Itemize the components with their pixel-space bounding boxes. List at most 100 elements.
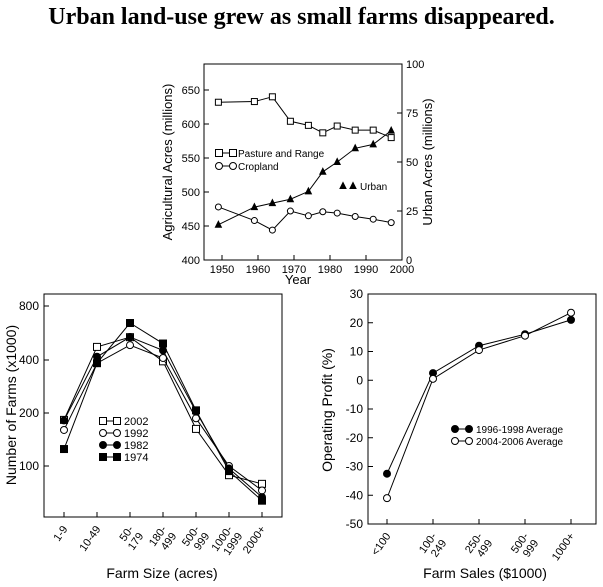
legend-label-1992: 1992 xyxy=(124,428,148,440)
data-point xyxy=(258,479,266,488)
data-point xyxy=(333,122,341,130)
data-point xyxy=(250,202,259,211)
y-tick-label: 30 xyxy=(350,287,364,301)
x-tick-label-4: 1000+ xyxy=(550,531,578,563)
data-point xyxy=(93,342,101,351)
data-point xyxy=(126,341,134,350)
data-point xyxy=(214,203,222,211)
legend-series-1-marker-b xyxy=(465,437,473,445)
x-tick-label-5: 1000-1999 xyxy=(209,524,245,558)
y-right-tick-label: 75 xyxy=(406,108,418,120)
data-point xyxy=(351,126,359,134)
x-tick-label-0-text-0: <100 xyxy=(369,531,393,558)
data-point xyxy=(567,315,575,324)
y-tick-label: 0 xyxy=(356,373,363,387)
data-point xyxy=(521,331,529,340)
data-point xyxy=(567,308,575,317)
farm-size-chart: 100 200 400 800 1-9 10-49 50-179 180-499 500-999… xyxy=(3,293,283,581)
y-right-tick-label: 0 xyxy=(406,255,412,267)
legend-label-2002: 2002 xyxy=(124,416,148,428)
y-right-axis-label: Urban Acres (millions) xyxy=(420,98,435,225)
x-tick-label-3: 180-499 xyxy=(147,524,179,553)
y-axis-label: Operating Profit (%) xyxy=(319,348,335,472)
land-use-chart: 1950 1960 1970 1980 1990 20004004505005506006… xyxy=(160,59,435,287)
data-point xyxy=(258,496,266,505)
data-point xyxy=(387,126,396,134)
x-tick-label: 1980 xyxy=(318,264,342,276)
x-tick-label: 1990 xyxy=(354,264,378,276)
x-tick-label-2: 250-499 xyxy=(463,531,495,560)
legend-1982-marker-a xyxy=(99,441,107,449)
x-tick-label-4: 500-999 xyxy=(180,524,212,553)
y-tick-label: -30 xyxy=(346,460,364,474)
x-axis-label: Farm Size (acres) xyxy=(106,565,217,581)
series-line-0 xyxy=(218,96,392,139)
data-point xyxy=(60,425,68,434)
x-tick-label-2: 50-179 xyxy=(118,524,147,553)
data-point xyxy=(60,445,68,454)
legend-cropland-marker-a xyxy=(215,162,223,170)
data-point xyxy=(475,346,483,355)
data-point xyxy=(304,186,313,195)
figure-headline: Urban land-use grew as small farms disap… xyxy=(48,4,555,30)
data-point xyxy=(250,98,258,106)
data-point xyxy=(387,134,395,142)
legend-2002-marker-a xyxy=(99,417,107,425)
x-tick-label-0: 1-9 xyxy=(52,524,71,544)
data-point xyxy=(304,121,312,129)
legend-series-0-marker-b xyxy=(465,425,473,433)
x-tick-label-6-text-0: 2000+ xyxy=(241,524,269,556)
legend-label-pasture: Pasture and Range xyxy=(238,149,325,160)
data-point xyxy=(369,139,378,148)
data-point xyxy=(319,208,327,216)
y-left-tick-label: 400 xyxy=(182,255,200,267)
legend-series-1-marker-a xyxy=(451,437,459,445)
y-left-tick-label: 650 xyxy=(182,85,200,97)
legend-pasture-marker-b xyxy=(229,149,237,157)
legend-1992-marker-a xyxy=(99,429,107,437)
data-point xyxy=(268,93,276,101)
data-point xyxy=(369,126,377,134)
y-left-tick-label: 500 xyxy=(182,187,200,199)
data-point xyxy=(225,467,233,476)
y-tick-label: 800 xyxy=(19,299,39,313)
y-right-tick-label: 25 xyxy=(406,206,418,218)
data-point xyxy=(214,220,223,228)
data-point xyxy=(159,353,167,362)
data-point xyxy=(258,486,266,495)
legend-label-1982: 1982 xyxy=(124,440,148,452)
series-line-1 xyxy=(218,206,392,231)
y-right-tick-label: 100 xyxy=(406,59,424,71)
y-tick-label: 100 xyxy=(19,459,39,473)
x-tick-label: 2000 xyxy=(390,264,414,276)
legend-label-urban: Urban xyxy=(360,182,387,193)
y-axis-label: Number of Farms (x1000) xyxy=(3,325,19,485)
data-point xyxy=(319,129,327,137)
legend-label-1974: 1974 xyxy=(124,452,148,464)
y-left-tick-label: 450 xyxy=(182,221,200,233)
y-tick-label: -50 xyxy=(346,517,364,531)
data-point xyxy=(60,416,68,425)
series-line-2 xyxy=(218,130,392,226)
plot-frame xyxy=(203,63,403,261)
x-axis-label: Farm Sales ($1000) xyxy=(423,565,547,581)
legend-pasture-marker-a xyxy=(215,149,223,157)
x-tick-label-1: 100-249 xyxy=(417,531,449,560)
series-line-1 xyxy=(386,312,572,499)
legend-1982-marker-b xyxy=(113,441,121,449)
x-tick-label: 1970 xyxy=(282,264,306,276)
data-point xyxy=(369,215,377,223)
data-point xyxy=(351,143,360,152)
y-right-tick-label: 50 xyxy=(406,157,418,169)
y-tick-label: -20 xyxy=(346,431,364,445)
data-point xyxy=(268,226,276,234)
data-point xyxy=(383,494,391,503)
data-point xyxy=(304,212,312,220)
x-tick-label-6: 2000+ xyxy=(241,524,269,556)
data-point xyxy=(333,157,342,165)
x-tick-label-1-text-0: 10-49 xyxy=(77,524,103,554)
data-point xyxy=(429,374,437,383)
data-point xyxy=(351,212,359,220)
legend-label-cropland: Cropland xyxy=(238,162,279,173)
